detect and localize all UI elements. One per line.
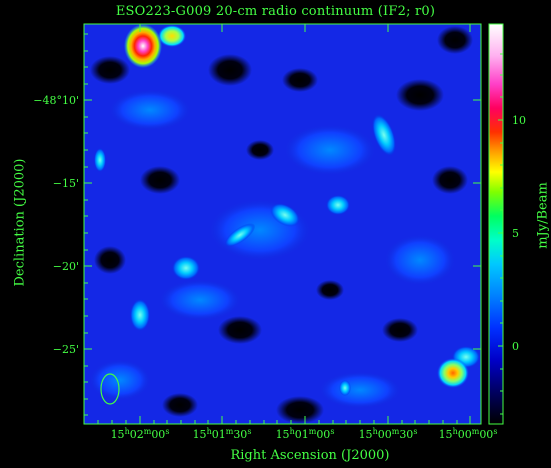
dec-tick-labels: −48°10' −15' −20' −25' bbox=[33, 94, 79, 356]
ra-tick-label: 15h01m30s bbox=[193, 427, 252, 441]
colorbar-tick-label: 10 bbox=[512, 114, 526, 127]
dec-tick-label: −25' bbox=[53, 343, 79, 356]
ra-tick-label: 15h02m00s bbox=[111, 427, 170, 441]
colorbar bbox=[489, 24, 503, 424]
colorbar-label: mJy/Beam bbox=[535, 182, 551, 249]
colorbar-tick-labels: 10 5 0 bbox=[512, 114, 526, 353]
ra-tick-label: 15h01m00s bbox=[276, 427, 335, 441]
x-axis-label: Right Ascension (J2000) bbox=[230, 448, 390, 463]
dec-tick-label: −48°10' bbox=[33, 94, 79, 107]
source-bottom-right bbox=[437, 358, 469, 388]
map-frame bbox=[83, 23, 482, 425]
ra-tick-label: 15h00m30s bbox=[359, 427, 418, 441]
colorbar-tick-label: 5 bbox=[512, 227, 519, 240]
axis-ticks bbox=[84, 24, 503, 424]
bright-source-top-left bbox=[124, 24, 162, 68]
dec-tick-label: −15' bbox=[53, 177, 79, 190]
colorbar-tick-label: 0 bbox=[512, 340, 519, 353]
figure-title: ESO223-G009 20-cm radio continuum (IF2; … bbox=[115, 4, 436, 19]
ra-tick-labels: 15h02m00s 15h01m30s 15h01m00s 15h00m30s … bbox=[111, 427, 498, 441]
dec-tick-label: −20' bbox=[53, 260, 79, 273]
source-top-left-secondary bbox=[158, 25, 186, 47]
ra-tick-label: 15h00m00s bbox=[439, 427, 498, 441]
y-axis-label: Declination (J2000) bbox=[12, 158, 28, 287]
radio-map-image bbox=[84, 24, 481, 424]
beam-ellipse bbox=[100, 373, 120, 405]
